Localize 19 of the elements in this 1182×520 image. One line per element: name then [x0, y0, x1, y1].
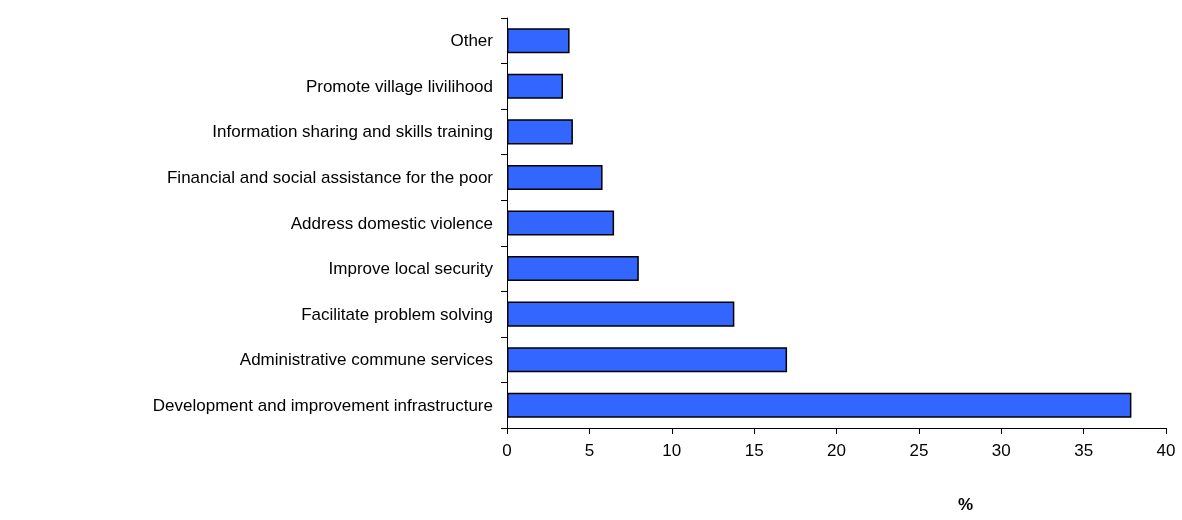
y-tick-label: Promote village livilihood	[305, 76, 493, 96]
x-tick-label: 40	[1156, 441, 1176, 460]
y-tick-label: Information sharing and skills training	[212, 122, 493, 142]
x-tick-label: 10	[662, 441, 682, 460]
x-tick-label: 0	[502, 441, 512, 460]
y-tick-label: Other	[450, 31, 494, 51]
y-tick-label: Improve local security	[328, 259, 494, 279]
x-tick-label: 35	[1074, 441, 1094, 460]
x-tick-label: 20	[827, 441, 846, 460]
x-axis-title: %	[958, 495, 974, 514]
y-tick-label: Development and improvement infrastructure	[152, 395, 493, 415]
x-tick-label: 5	[584, 441, 595, 460]
x-tick-label: 25	[909, 441, 929, 460]
x-tick-label: 15	[744, 441, 764, 460]
y-tick-label: Administrative commune services	[239, 350, 493, 370]
y-tick-label: Facilitate problem solving	[301, 304, 493, 324]
y-tick-label: Financial and social assistance for the poor	[166, 167, 494, 187]
x-tick-label: 30	[991, 441, 1011, 460]
y-tick-label: Address domestic violence	[290, 213, 493, 233]
